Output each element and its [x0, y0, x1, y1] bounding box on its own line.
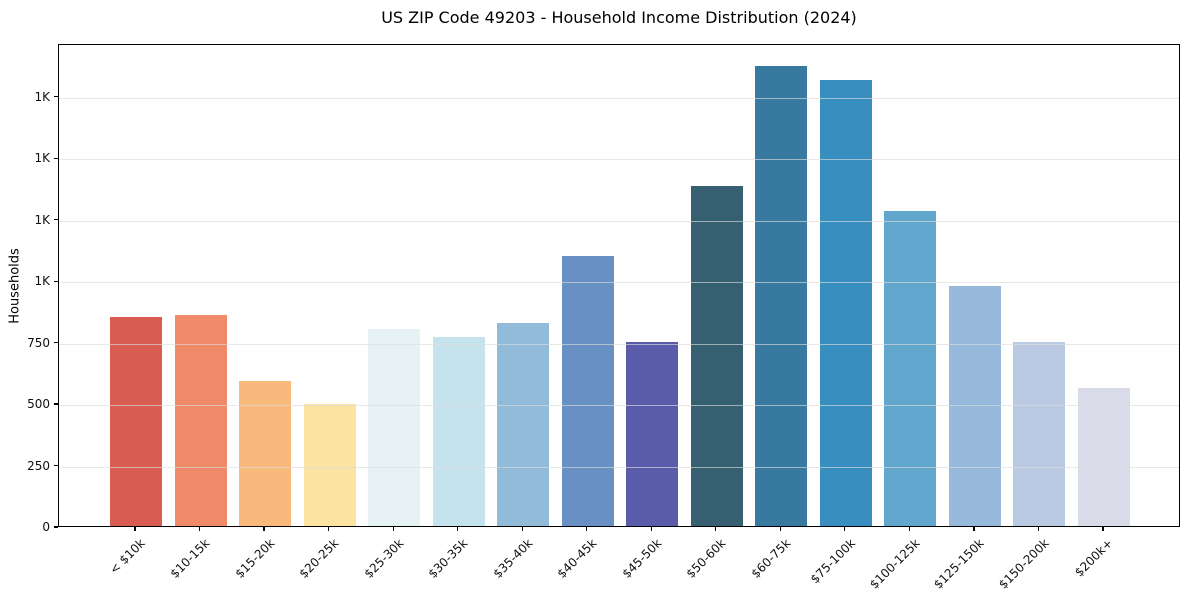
y-tick-label: 1K — [34, 212, 50, 227]
plot-area — [58, 44, 1180, 527]
x-tick-mark — [973, 527, 975, 531]
x-tick-mark — [1102, 527, 1104, 531]
y-tick-mark — [54, 157, 58, 159]
x-tick-label: $20-25k — [296, 536, 342, 581]
y-tick-mark — [54, 464, 58, 467]
y-tick-mark — [54, 342, 58, 344]
x-tick-mark — [198, 527, 201, 531]
x-tick-mark — [392, 527, 394, 531]
bar-4 — [303, 404, 356, 526]
y-tick-label: 750 — [27, 335, 50, 350]
bar-5 — [368, 329, 421, 526]
x-tick-label: $60-75k — [748, 536, 794, 581]
y-tick-mark — [54, 403, 58, 405]
x-tick-mark — [521, 527, 523, 531]
y-tick-label: 1K — [34, 151, 50, 166]
x-tick-mark — [844, 527, 846, 531]
x-tick-label: $150-200k — [995, 536, 1052, 590]
y-tick-mark — [54, 526, 58, 528]
x-tick-label: $200k+ — [1072, 536, 1116, 580]
x-tick-label: $30-35k — [425, 536, 471, 581]
x-tick-label: $50-60k — [683, 536, 729, 581]
y-tick-label: 500 — [27, 397, 50, 412]
x-tick-label: $40-45k — [554, 536, 600, 581]
x-tick-label: $25-30k — [361, 536, 407, 581]
y-tick-label: 0 — [42, 520, 50, 534]
bar-11 — [755, 66, 808, 526]
bar-10 — [690, 185, 743, 526]
y-tick-label: 250 — [27, 458, 50, 473]
x-tick-mark — [650, 527, 652, 531]
bars-layer — [59, 45, 1179, 526]
x-tick-mark — [715, 527, 717, 531]
bar-16 — [1078, 387, 1131, 526]
x-tick-mark — [134, 527, 136, 531]
x-tick-label: $15-20k — [232, 536, 277, 581]
bar-2 — [174, 315, 227, 526]
x-tick-mark — [263, 527, 265, 531]
x-tick-mark — [908, 527, 910, 531]
x-tick-label: $75-100k — [807, 536, 858, 587]
y-tick-mark — [54, 96, 58, 98]
x-tick-label: $45-50k — [619, 536, 665, 581]
bar-7 — [497, 323, 550, 526]
x-tick-label: $35-40k — [490, 536, 536, 581]
bar-3 — [239, 380, 292, 526]
x-tick-mark — [779, 527, 781, 531]
x-tick-mark — [327, 527, 330, 531]
bar-8 — [561, 255, 614, 526]
y-tick-label: 1K — [34, 89, 50, 104]
bar-12 — [819, 79, 872, 526]
bar-1 — [109, 317, 162, 526]
x-tick-mark — [1037, 527, 1040, 531]
y-tick-mark — [54, 280, 58, 282]
bar-14 — [948, 285, 1001, 526]
bar-9 — [626, 341, 679, 526]
bar-13 — [884, 211, 937, 526]
x-tick-label: $100-125k — [866, 536, 923, 590]
y-tick-mark — [54, 219, 58, 221]
x-tick-label: $125-150k — [931, 536, 987, 590]
x-tick-mark — [586, 527, 588, 531]
x-tick-label: < $10k — [107, 536, 148, 577]
x-tick-label: $10-15k — [167, 536, 213, 581]
bar-15 — [1013, 342, 1066, 526]
bar-6 — [432, 336, 485, 526]
y-tick-label: 1K — [34, 274, 50, 289]
x-tick-mark — [457, 527, 459, 531]
chart-title: US ZIP Code 49203 - Household Income Dis… — [381, 8, 857, 27]
